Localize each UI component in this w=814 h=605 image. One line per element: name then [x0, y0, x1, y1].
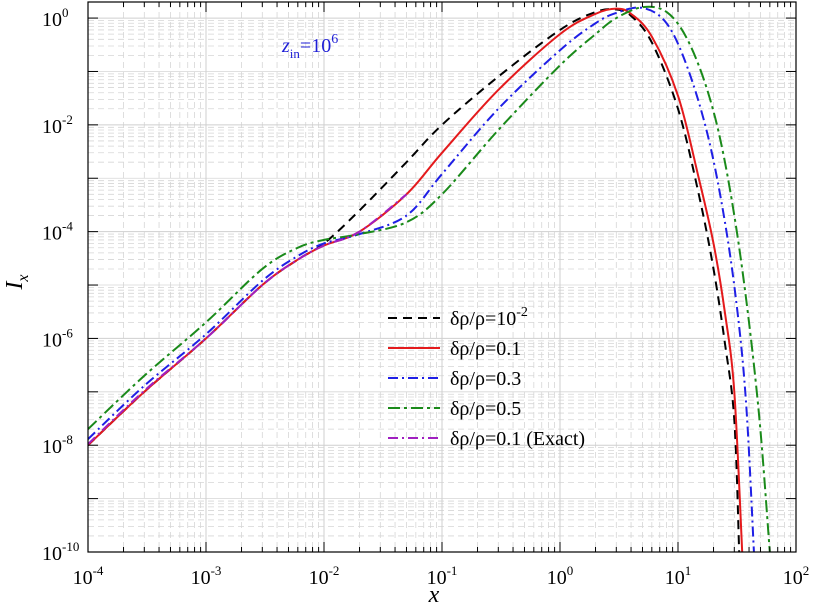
x-tick-label: 10-1 [427, 563, 458, 589]
legend-label-3: δρ/ρ=0.3 [450, 368, 521, 390]
y-tick-base: 10 [42, 116, 62, 138]
legend-label-4: δρ/ρ=0.5 [450, 398, 521, 420]
y-tick-base: 10 [42, 436, 62, 458]
y-tick-label: 10-4 [42, 219, 73, 245]
y-tick-exponent: -4 [62, 219, 73, 234]
y-tick-base: 10 [42, 543, 62, 565]
x-tick-base: 10 [665, 567, 685, 589]
x-tick-exponent: -1 [447, 563, 458, 578]
y-tick-label: 10-8 [42, 432, 73, 458]
legend-label-exponent: -2 [516, 305, 528, 320]
x-tick-exponent: 0 [567, 563, 574, 578]
x-tick-exponent: -2 [329, 563, 340, 578]
y-tick-label: 10-2 [42, 112, 73, 138]
legend-label-text: δρ/ρ=0.1 [450, 338, 521, 360]
y-tick-label: 10-10 [42, 539, 79, 565]
x-tick-label: 101 [665, 563, 692, 589]
x-tick-base: 10 [783, 567, 803, 589]
x-tick-base: 10 [427, 567, 447, 589]
legend-label-text: δρ/ρ=0.1 (Exact) [450, 428, 585, 450]
y-tick-base: 10 [42, 329, 62, 351]
x-axis-label: x [428, 582, 440, 605]
x-tick-base: 10 [547, 567, 567, 589]
y-tick-exponent: 0 [62, 5, 69, 20]
x-tick-base: 10 [309, 567, 329, 589]
legend: δρ/ρ=10-2 δρ/ρ=0.1 δρ/ρ=0.3 δρ/ρ=0.5 δρ/ρ=0.… [388, 305, 585, 450]
annotation-z-in: zin=106 [281, 32, 338, 61]
axis-ticks [87, 2, 797, 553]
series-line-3 [88, 6, 755, 552]
y-axis-label-main: I [2, 281, 28, 291]
y-axis-label-sub: x [15, 274, 32, 282]
x-tick-exponent: 2 [803, 563, 810, 578]
legend-label-1: δρ/ρ=10-2 [450, 305, 528, 330]
legend-label-2: δρ/ρ=0.1 [450, 338, 521, 360]
x-tick-label: 100 [547, 563, 574, 589]
legend-label-text: δρ/ρ=10 [450, 308, 516, 330]
x-tick-labels: 10-4 10-3 10-2 10-1 100 101 102 [73, 563, 810, 589]
x-tick-label: 10-3 [191, 563, 222, 589]
y-tick-label: 10-6 [42, 325, 73, 351]
x-tick-exponent: -3 [211, 563, 222, 578]
x-tick-base: 10 [191, 567, 211, 589]
x-tick-exponent: -4 [93, 563, 104, 578]
x-tick-label: 10-4 [73, 563, 104, 589]
x-tick-label: 102 [783, 563, 810, 589]
y-tick-exponent: -8 [62, 432, 73, 447]
y-tick-label: 100 [42, 5, 69, 31]
y-tick-exponent: -10 [62, 539, 79, 554]
legend-label-text: δρ/ρ=0.3 [450, 368, 521, 390]
legend-label-5: δρ/ρ=0.1 (Exact) [450, 428, 585, 450]
x-tick-base: 10 [73, 567, 93, 589]
y-axis-label: Ix [2, 274, 32, 290]
y-tick-base: 10 [42, 223, 62, 245]
legend-label-text: δρ/ρ=0.5 [450, 398, 521, 420]
series-line-5 [88, 193, 408, 445]
y-tick-exponent: -2 [62, 112, 73, 127]
series-line-4 [88, 5, 771, 552]
y-tick-base: 10 [42, 9, 62, 31]
series-layer [88, 5, 771, 552]
x-tick-label: 10-2 [309, 563, 340, 589]
y-tick-exponent: -6 [62, 325, 73, 340]
x-tick-exponent: 1 [685, 563, 692, 578]
